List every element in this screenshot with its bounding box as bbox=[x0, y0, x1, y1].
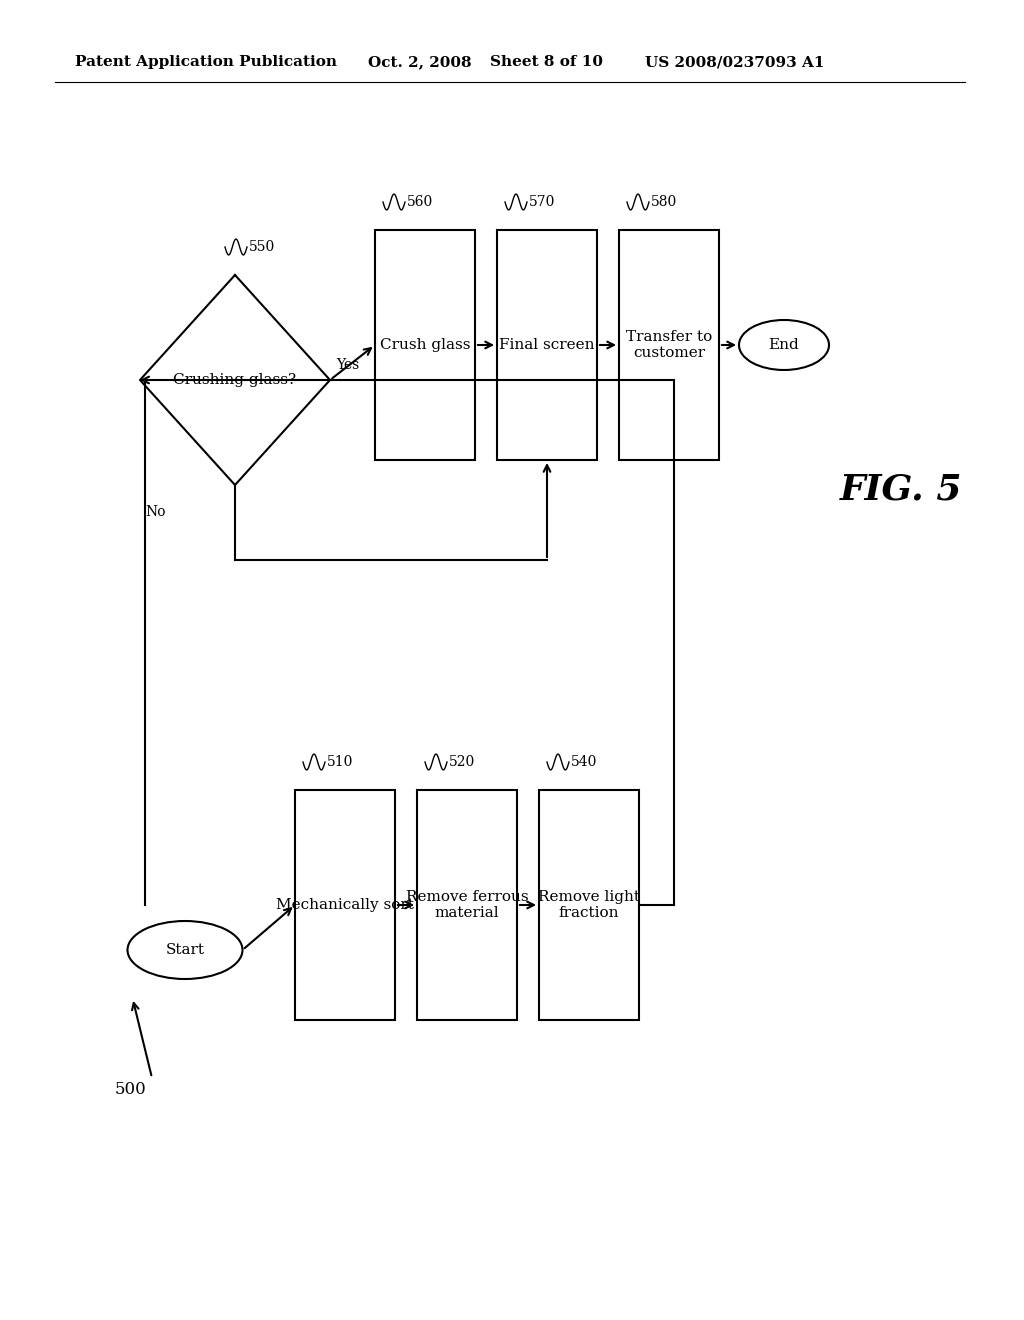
Text: Crushing glass?: Crushing glass? bbox=[173, 374, 297, 387]
Text: Patent Application Publication: Patent Application Publication bbox=[75, 55, 337, 69]
Text: 540: 540 bbox=[571, 755, 597, 770]
Text: 550: 550 bbox=[249, 240, 275, 253]
Text: 500: 500 bbox=[115, 1081, 146, 1098]
Text: 510: 510 bbox=[327, 755, 353, 770]
Bar bbox=[497, 230, 597, 459]
Text: Transfer to
customer: Transfer to customer bbox=[626, 330, 712, 360]
Text: Remove light
fraction: Remove light fraction bbox=[538, 890, 640, 920]
Text: Oct. 2, 2008: Oct. 2, 2008 bbox=[368, 55, 472, 69]
Bar bbox=[539, 789, 639, 1020]
Text: 520: 520 bbox=[449, 755, 475, 770]
Text: Sheet 8 of 10: Sheet 8 of 10 bbox=[490, 55, 603, 69]
Text: 580: 580 bbox=[651, 195, 677, 209]
Text: 560: 560 bbox=[407, 195, 433, 209]
Bar bbox=[375, 230, 475, 459]
Text: End: End bbox=[769, 338, 800, 352]
Text: Remove ferrous
material: Remove ferrous material bbox=[406, 890, 528, 920]
Bar bbox=[295, 789, 395, 1020]
Text: Final screen: Final screen bbox=[500, 338, 595, 352]
Text: US 2008/0237093 A1: US 2008/0237093 A1 bbox=[645, 55, 824, 69]
Text: Yes: Yes bbox=[336, 358, 359, 372]
Text: FIG. 5: FIG. 5 bbox=[840, 473, 963, 507]
Ellipse shape bbox=[739, 319, 829, 370]
Text: 570: 570 bbox=[529, 195, 555, 209]
Text: Crush glass: Crush glass bbox=[380, 338, 470, 352]
Text: Mechanically sort: Mechanically sort bbox=[276, 898, 414, 912]
Ellipse shape bbox=[128, 921, 243, 979]
Bar bbox=[618, 230, 719, 459]
Bar bbox=[417, 789, 517, 1020]
Text: Start: Start bbox=[166, 942, 205, 957]
Text: No: No bbox=[145, 506, 166, 519]
